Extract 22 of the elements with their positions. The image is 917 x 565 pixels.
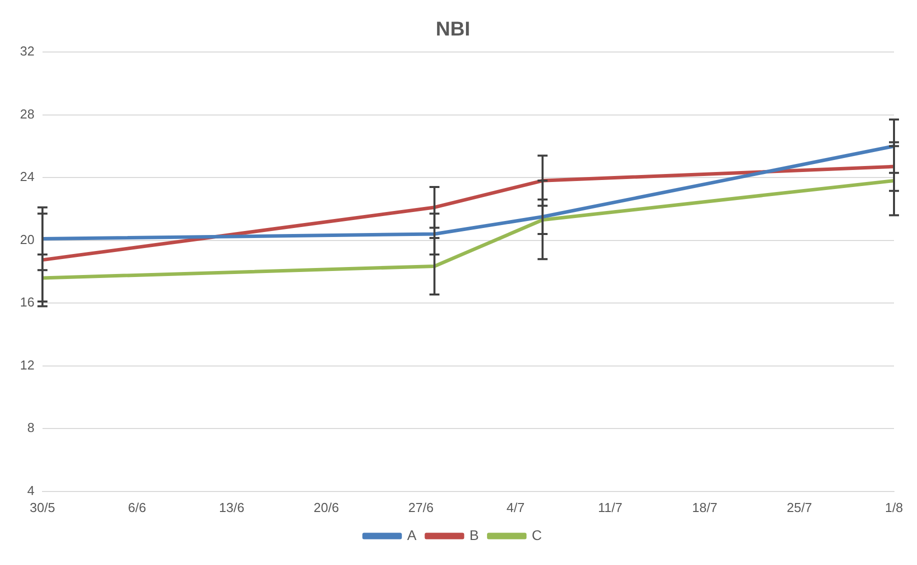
x-tick-label: 6/6	[128, 500, 146, 515]
chart-title: NBI	[436, 18, 470, 41]
x-tick-label: 13/6	[219, 500, 244, 515]
x-tick-label: 1/8	[884, 500, 904, 515]
x-tick-label: 27/6	[408, 500, 434, 515]
legend-label: C	[532, 526, 542, 543]
legend-label: B	[469, 526, 479, 543]
legend-label: A	[407, 526, 418, 543]
y-tick-label: 4	[27, 482, 34, 498]
x-tick-label: 11/7	[598, 500, 622, 515]
y-tick-label: 28	[20, 106, 34, 122]
x-tick-label: 18/7	[692, 500, 718, 515]
y-tick-label: 20	[20, 232, 34, 247]
y-tick-label: 24	[20, 169, 34, 184]
y-tick-label: 16	[20, 294, 34, 310]
x-tick-label: 4/7	[506, 500, 525, 515]
x-tick-label: 30/5	[30, 500, 56, 515]
y-tick-label: 32	[20, 44, 34, 59]
y-tick-label: 12	[20, 357, 34, 372]
y-tick-label: 8	[27, 420, 34, 436]
x-tick-label: 20/6	[314, 500, 339, 515]
x-tick-label: 25/7	[786, 500, 812, 515]
